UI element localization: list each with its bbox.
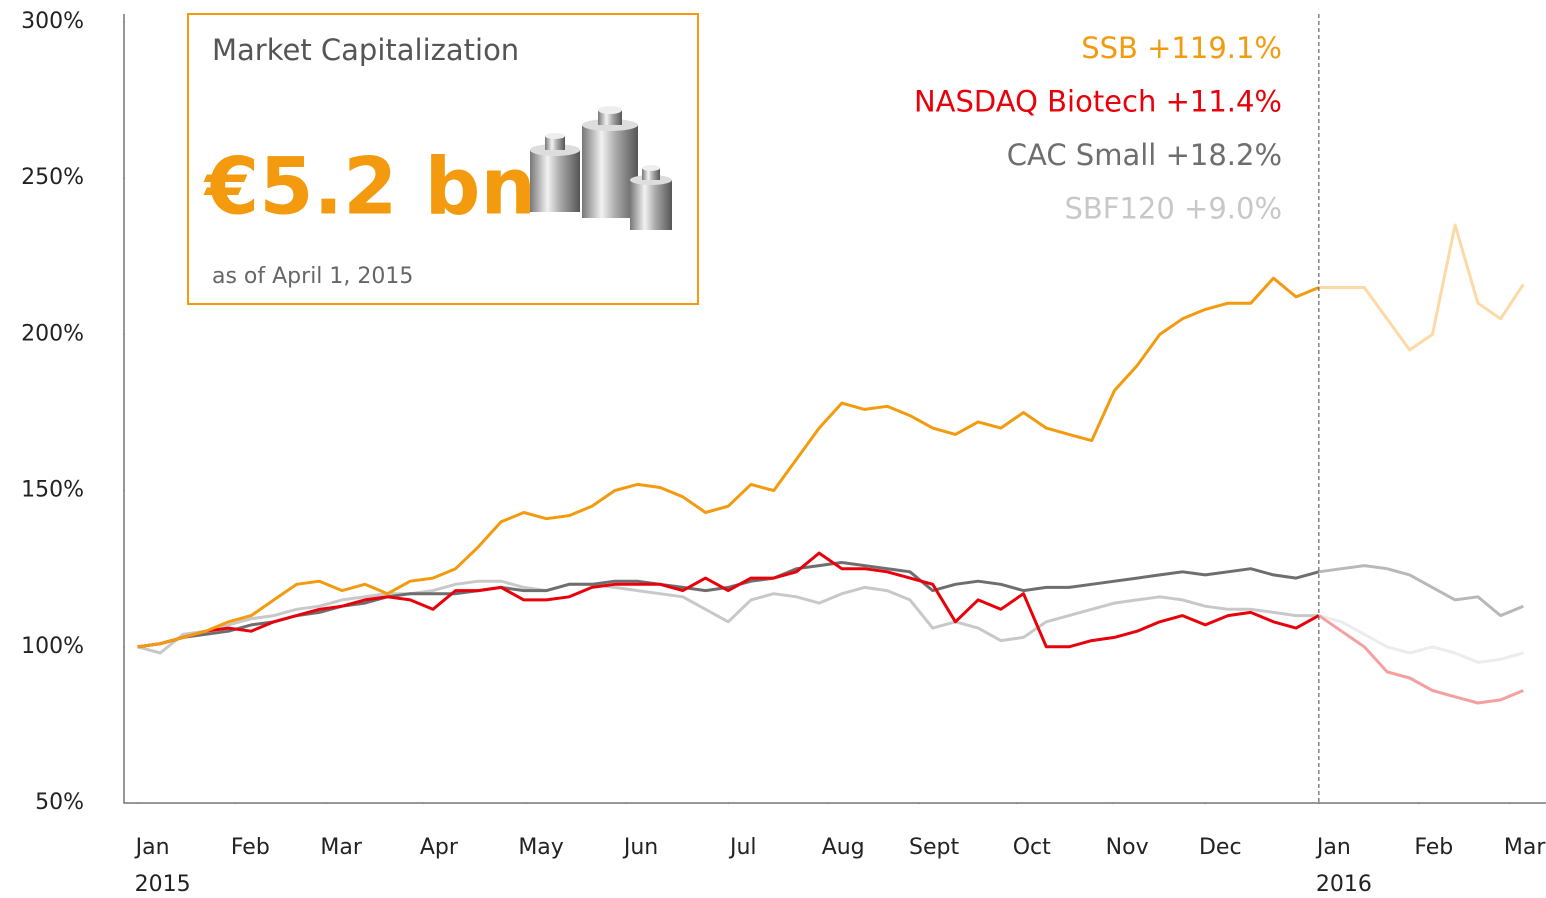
x-tick-label: Feb [1414,835,1453,860]
connector [1317,614,1343,633]
legend-entry: SBF120 +9.0% [1064,192,1282,226]
x-tick-label: Mar [320,835,362,860]
line [137,579,1319,655]
x-tick-label: Mar [1504,835,1546,860]
x-tick-label: Sept [909,835,959,860]
x-tick-label: Jun [622,835,658,860]
x-tick-label: Dec [1199,835,1242,860]
y-tick-label: 100% [21,634,84,659]
legend-entry: CAC Small +18.2% [1007,138,1282,172]
line [137,561,1320,649]
x-tick-label: Jan [134,835,170,860]
info-value: €5.2 bn [203,142,536,232]
series-layer [137,223,1525,705]
x-tick-label: Apr [420,835,459,860]
line-faded [1341,564,1524,618]
line-faded [1340,620,1524,664]
y-tick-label: 200% [21,321,84,346]
legend-entry: SSB +119.1% [1081,31,1282,65]
x-tick-label: Jan [1315,835,1351,860]
info-title: Market Capitalization [212,33,519,67]
y-tick-label: 50% [35,790,84,815]
x-tick-label: Feb [231,835,270,860]
y-tick-label: 250% [21,165,84,190]
x-tick-label: Jul [728,835,757,860]
line-faded [1341,223,1525,352]
x-tick-label: Aug [822,835,865,860]
connector [1318,567,1342,574]
x-tick-label: Nov [1106,835,1149,860]
y-tick-label: 300% [21,9,84,34]
year-label: 2015 [135,872,191,897]
line [137,551,1320,649]
y-tick-label: 150% [21,478,84,503]
x-tick-label: Oct [1013,835,1051,860]
line-faded [1340,629,1524,705]
weights-icon [530,106,672,230]
year-label: 2016 [1316,872,1372,897]
legend-entry: NASDAQ Biotech +11.4% [914,85,1282,119]
line [137,276,1320,649]
x-tick-label: May [518,835,563,860]
info-note: as of April 1, 2015 [212,264,413,289]
